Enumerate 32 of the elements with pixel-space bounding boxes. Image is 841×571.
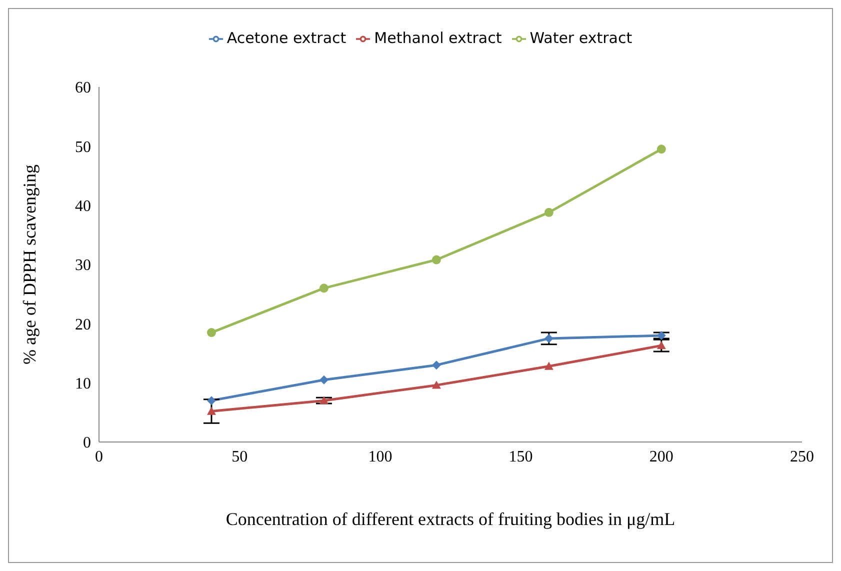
point bbox=[319, 396, 328, 404]
x-tick-label: 50 bbox=[232, 448, 248, 466]
point bbox=[656, 341, 666, 350]
y-tick-label: 50 bbox=[75, 138, 91, 156]
point bbox=[544, 334, 554, 343]
point bbox=[206, 396, 216, 406]
x-tick-label: 250 bbox=[790, 448, 814, 466]
point bbox=[656, 144, 666, 154]
y-tick-label: 0 bbox=[83, 434, 91, 452]
y-tick-label: 60 bbox=[75, 80, 91, 97]
y-tick-label: 10 bbox=[75, 376, 91, 393]
point bbox=[319, 375, 328, 384]
point bbox=[319, 284, 328, 293]
x-tick-label: 150 bbox=[508, 448, 533, 466]
point bbox=[544, 362, 554, 370]
point bbox=[544, 208, 554, 217]
point bbox=[432, 255, 441, 264]
x-tick-label: 0 bbox=[95, 448, 103, 466]
point bbox=[432, 380, 441, 389]
x-tick-label: 200 bbox=[649, 448, 674, 466]
y-axis-title: % age of DPPH scavenging bbox=[19, 164, 40, 364]
y-tick-label: 40 bbox=[75, 198, 91, 216]
x-tick-label: 100 bbox=[368, 448, 392, 466]
point bbox=[206, 328, 216, 338]
legend-label: Methanol extract bbox=[374, 29, 502, 47]
legend-label: Water extract bbox=[530, 29, 632, 47]
y-tick-label: 20 bbox=[75, 316, 91, 334]
point bbox=[206, 406, 216, 415]
x-axis-title: Concentration of different extracts of fruiting bodies in μg/mL bbox=[226, 508, 676, 529]
legend-label: Acetone extract bbox=[226, 29, 346, 47]
point bbox=[432, 360, 441, 370]
y-tick-label: 30 bbox=[75, 257, 91, 274]
